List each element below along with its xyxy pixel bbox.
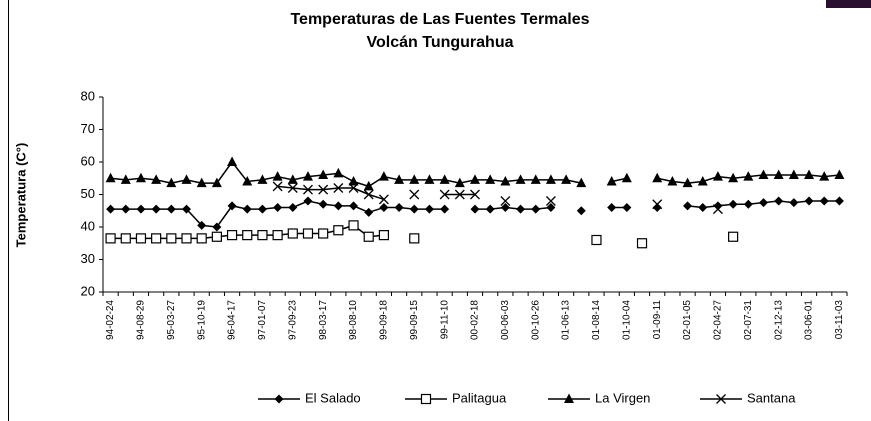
y-tick-label: 30	[81, 251, 95, 266]
x-tick-label: 94-08-29	[136, 300, 147, 340]
legend-label: El Salado	[305, 390, 361, 405]
y-tick-label: 40	[81, 218, 95, 233]
data-point	[638, 239, 647, 248]
data-point	[349, 221, 358, 230]
x-tick-label: 98-08-10	[348, 300, 359, 340]
data-point	[136, 234, 145, 243]
corner-image	[826, 0, 871, 8]
x-tick-label: 02-01-05	[682, 300, 693, 340]
x-tick-label: 00-06-03	[500, 300, 511, 340]
y-tick-label: 50	[81, 186, 95, 201]
data-point	[167, 234, 176, 243]
x-tick-label: 02-07-31	[743, 300, 754, 340]
x-tick-label: 03-11-03	[834, 300, 845, 340]
data-point	[258, 231, 267, 240]
x-tick-label: 98-03-17	[318, 300, 329, 340]
x-tick-label: 97-09-23	[287, 300, 298, 340]
y-tick-label: 70	[81, 121, 95, 136]
x-tick-label: 02-12-13	[773, 300, 784, 340]
chart-title: Temperaturas de Las Fuentes Termales	[290, 11, 589, 28]
data-point	[364, 232, 373, 241]
data-point	[182, 234, 191, 243]
y-tick-label: 60	[81, 153, 95, 168]
data-point	[729, 232, 738, 241]
x-tick-label: 99-09-15	[409, 300, 420, 340]
data-point	[121, 234, 130, 243]
data-point	[243, 231, 252, 240]
data-point	[106, 234, 115, 243]
data-point	[319, 229, 328, 238]
x-tick-label: 00-02-18	[470, 300, 481, 340]
chart: Temperaturas de Las Fuentes Termales Vol…	[0, 0, 871, 421]
x-tick-label: 01-10-04	[621, 300, 632, 340]
x-tick-label: 03-06-01	[804, 300, 815, 340]
data-point	[212, 232, 221, 241]
legend-marker	[422, 395, 431, 404]
data-point	[410, 234, 419, 243]
x-tick-label: 97-01-07	[257, 300, 268, 340]
x-tick-label: 95-03-27	[166, 300, 177, 340]
data-point	[152, 234, 161, 243]
x-tick-label: 01-08-14	[591, 300, 602, 340]
data-point	[303, 229, 312, 238]
legend-label: Palitagua	[452, 390, 507, 405]
data-point	[592, 236, 601, 245]
data-point	[334, 226, 343, 235]
x-tick-label: 99-11-10	[439, 300, 450, 340]
x-tick-label: 99-09-18	[379, 300, 390, 340]
data-point	[288, 229, 297, 238]
x-tick-label: 01-06-13	[561, 300, 572, 340]
x-tick-label: 95-10-19	[196, 300, 207, 340]
y-tick-label: 20	[81, 283, 95, 298]
y-axis-label: Temperatura (C°)	[13, 143, 28, 248]
data-point	[197, 234, 206, 243]
background	[0, 0, 871, 421]
data-point	[379, 231, 388, 240]
x-tick-label: 01-09-11	[652, 300, 663, 340]
data-point	[273, 231, 282, 240]
data-point	[228, 231, 237, 240]
y-tick-label: 80	[81, 88, 95, 103]
legend-label: La Virgen	[595, 390, 650, 405]
x-tick-label: 00-10-26	[530, 300, 541, 340]
legend-label: Santana	[747, 390, 796, 405]
x-tick-label: 94-02-24	[105, 300, 116, 340]
chart-subtitle: Volcán Tungurahua	[367, 34, 514, 51]
x-tick-label: 02-04-27	[713, 300, 724, 340]
x-tick-label: 96-04-17	[227, 300, 238, 340]
